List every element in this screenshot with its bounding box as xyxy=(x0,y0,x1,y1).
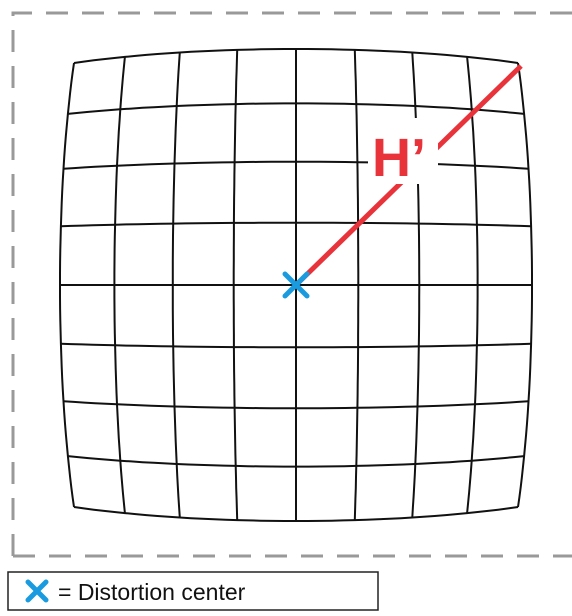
grid-line xyxy=(73,506,519,522)
distortion-center xyxy=(282,271,310,299)
grid-line xyxy=(67,455,525,468)
label-background xyxy=(368,118,438,184)
distorted-grid xyxy=(59,48,533,522)
grid-line xyxy=(517,62,533,508)
radius-label: H’ xyxy=(372,128,426,188)
grid-line xyxy=(63,400,529,410)
legend-box xyxy=(7,571,379,611)
grid-line xyxy=(353,49,360,521)
frame-border xyxy=(11,11,572,556)
grid-line xyxy=(466,56,479,514)
legend-label: = Distortion center xyxy=(58,579,246,605)
grid-line xyxy=(60,342,532,349)
legend-marker xyxy=(25,579,49,603)
